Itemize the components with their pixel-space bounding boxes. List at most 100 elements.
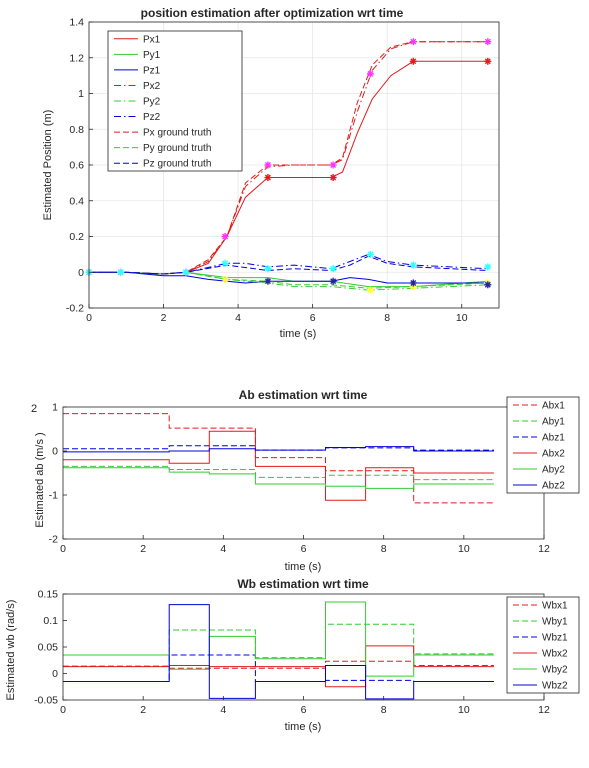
marker-point <box>484 263 492 271</box>
y-tick-label: -2 <box>49 534 58 546</box>
y-axis-label: Estimated wb (rad/s) <box>5 600 17 701</box>
marker-point <box>329 161 337 169</box>
y-axis-label-superscript: 2 <box>31 403 37 415</box>
y-tick-label: 1 <box>78 88 84 100</box>
x-tick-label: 12 <box>538 543 550 555</box>
marker-point <box>484 57 492 65</box>
y-tick-label: 0.05 <box>38 642 59 654</box>
y-axis-label: Estimated ab (m/s ) <box>34 432 46 527</box>
legend-label: Px ground truth <box>143 128 211 139</box>
legend-label: Aby2 <box>542 465 565 476</box>
marker-point <box>366 286 374 294</box>
y-tick-label: -0.2 <box>66 303 84 315</box>
ab-plot: 0 2 4 6 8 10 12 -2 -1 0 1 Ab estimation wrt time t… <box>31 388 580 573</box>
legend-label: Wby1 <box>542 617 568 628</box>
y-tick-label: 0.1 <box>43 615 58 627</box>
legend-label: Pz2 <box>143 112 161 123</box>
markers-group <box>85 38 492 294</box>
y-tick-label: 0.4 <box>69 195 84 207</box>
x-tick-label: 6 <box>301 704 307 716</box>
legend-label: Abx1 <box>542 401 565 412</box>
ticks-group: 0 2 4 6 8 10-0.200.20.40.60.811.21.4 <box>66 17 468 325</box>
series-line-wbz2 <box>63 604 494 700</box>
legend: Wbx1 Wby1 Wbz1 Wbx2 Wby2 Wbz2 <box>506 596 580 694</box>
y-tick-label: 0.2 <box>69 231 84 243</box>
x-tick-label: 4 <box>235 312 241 324</box>
marker-point <box>366 250 374 258</box>
marker-point <box>221 233 229 240</box>
x-tick-label: 10 <box>456 312 468 324</box>
x-tick-label: 2 <box>161 312 167 324</box>
x-tick-label: 8 <box>381 704 387 716</box>
y-tick-label: 1.4 <box>69 17 84 29</box>
legend-label: Wbx2 <box>542 649 568 660</box>
y-tick-label: 0.6 <box>69 160 84 172</box>
marker-point <box>484 281 492 289</box>
x-axis-label: time (s) <box>280 328 317 340</box>
x-tick-label: 6 <box>301 543 307 555</box>
x-axis-label: time (s) <box>285 561 322 573</box>
y-tick-label: 0.8 <box>69 124 84 136</box>
legend-box <box>506 396 580 494</box>
marker-point <box>329 277 337 285</box>
marker-point <box>221 259 229 267</box>
legend-label: Py ground truth <box>143 143 211 154</box>
legend-label: Wby2 <box>542 665 568 676</box>
marker-point <box>264 161 272 169</box>
y-tick-label: 0 <box>52 668 58 680</box>
marker-point <box>409 279 417 287</box>
marker-point <box>409 261 417 269</box>
x-tick-label: 6 <box>310 312 316 324</box>
y-tick-label: 1.2 <box>69 52 84 64</box>
y-tick-label: -1 <box>49 490 58 502</box>
marker-point <box>409 38 417 46</box>
position-plot: 0 2 4 6 8 10-0.200.20.40.60.811.21.4 position… <box>42 6 500 340</box>
series-line-px-ground-truth <box>89 41 488 275</box>
y-tick-label: 0 <box>78 267 84 279</box>
series-line-abz2 <box>63 446 494 453</box>
legend-label: Wbx1 <box>542 601 568 612</box>
legend-box <box>506 596 580 694</box>
legend: Px1 Py1 Pz1 Px2 Py2 Pz2 Px ground truth Py grou… <box>107 30 243 172</box>
x-axis-label: time (s) <box>285 721 322 733</box>
legend-label: Px1 <box>143 34 161 45</box>
chart-title: Ab estimation wrt time <box>239 388 368 402</box>
marker-point <box>117 268 125 276</box>
legend-label: Abx2 <box>542 449 565 460</box>
series-line-pz2 <box>89 253 488 275</box>
legend-label: Abz1 <box>542 433 565 444</box>
legend-label: Wbz1 <box>542 633 568 644</box>
chart-title: position estimation after optimization w… <box>141 6 404 20</box>
y-tick-label: 1 <box>52 402 58 414</box>
y-tick-label: 0 <box>52 446 58 458</box>
legend-label: Py1 <box>143 50 161 61</box>
y-tick-label: 0.15 <box>38 589 59 601</box>
marker-point <box>264 265 272 273</box>
x-tick-label: 12 <box>538 704 550 716</box>
x-tick-label: 4 <box>220 704 226 716</box>
series-group <box>63 601 494 700</box>
marker-point <box>366 70 374 78</box>
marker-point <box>329 265 337 273</box>
x-tick-label: 10 <box>458 704 470 716</box>
y-tick-label: -0.05 <box>34 695 58 707</box>
marker-point <box>221 275 229 283</box>
series-line-aby2 <box>63 467 494 489</box>
marker-point <box>182 268 190 276</box>
legend-label: Abz2 <box>542 481 565 492</box>
legend-label: Wbz2 <box>542 681 568 692</box>
x-tick-label: 8 <box>381 543 387 555</box>
marker-point <box>264 174 272 182</box>
x-tick-label: 10 <box>458 543 470 555</box>
legend-label: Pz1 <box>143 65 161 76</box>
marker-point <box>329 174 337 182</box>
legend-label: Px2 <box>143 81 161 92</box>
series-group <box>89 41 488 291</box>
x-tick-label: 2 <box>140 704 146 716</box>
x-tick-label: 4 <box>220 543 226 555</box>
marker-point <box>409 57 417 65</box>
chart-title: Wb estimation wrt time <box>237 577 369 591</box>
